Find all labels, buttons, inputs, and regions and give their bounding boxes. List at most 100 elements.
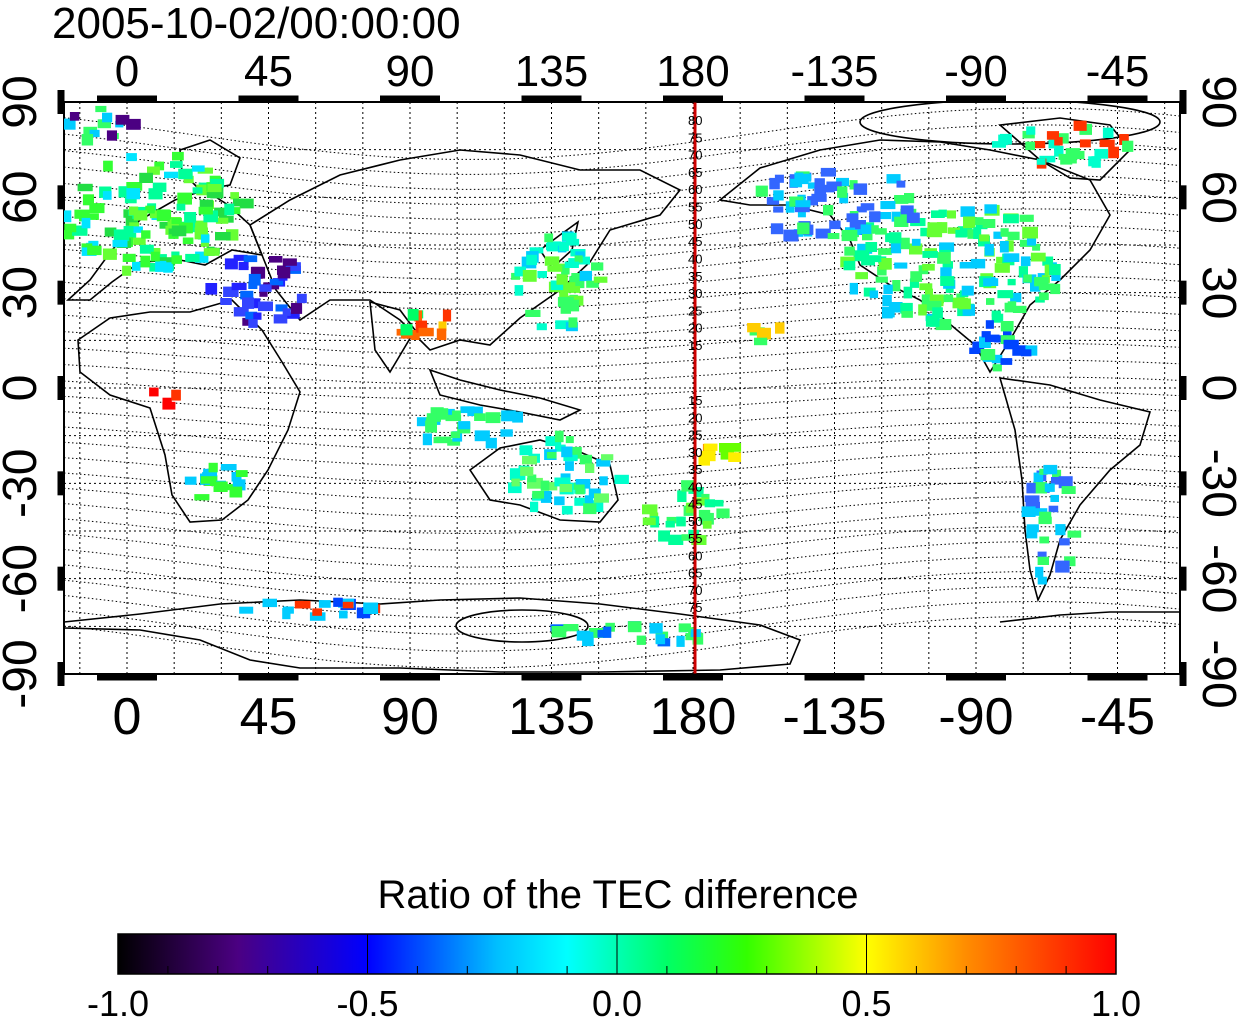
tec-data-cell [214, 207, 227, 217]
tec-data-cell [363, 602, 379, 614]
lon-tick-top: 90 [386, 47, 435, 96]
lon-tick-bottom: -135 [782, 688, 886, 746]
tec-data-cell [636, 635, 646, 645]
tec-data-cell [1026, 236, 1037, 246]
tec-data-cell [1005, 240, 1014, 252]
tec-data-cell [815, 228, 831, 239]
tec-data-cell [569, 276, 585, 289]
tec-data-cell [862, 230, 873, 241]
tec-data-cell [649, 623, 663, 634]
tec-data-cell [588, 488, 601, 499]
tec-data-cell [986, 298, 995, 305]
tec-data-cell [844, 246, 855, 256]
tec-data-cell [445, 414, 462, 422]
tec-data-cell [747, 323, 761, 333]
meridian-label: 65 [688, 566, 702, 581]
tec-data-cell [1043, 464, 1058, 475]
tec-data-cell [69, 112, 80, 121]
contour-line [64, 571, 1180, 619]
tec-data-cell [554, 496, 565, 506]
tec-data-cell [1007, 301, 1017, 311]
tec-data-cell [339, 610, 348, 619]
tec-data-cell [1030, 282, 1041, 292]
tec-data-cell [243, 255, 258, 263]
tec-data-cell [849, 282, 858, 295]
tec-data-cell [773, 206, 784, 213]
tec-data-cell [860, 224, 872, 234]
tec-data-cell [529, 247, 544, 254]
tec-data-cell [1073, 120, 1087, 131]
tec-data-cell [269, 278, 284, 286]
tec-data-cell [901, 311, 913, 318]
lon-tick-bottom: 0 [113, 688, 142, 746]
tec-data-cell [185, 253, 200, 262]
tec-data-cell [797, 222, 810, 235]
tec-data-cell [1003, 253, 1020, 262]
tec-data-cell [171, 389, 181, 401]
tec-data-cell [147, 166, 160, 175]
tec-data-cell [677, 490, 687, 502]
tec-data-cell [961, 285, 974, 296]
lon-tick-bottom: 180 [650, 688, 737, 746]
tec-data-cell [282, 308, 291, 316]
tec-data-cell [126, 118, 141, 130]
tec-data-cell [790, 178, 803, 188]
tec-data-cell [586, 280, 599, 288]
tec-data-cell [1065, 148, 1080, 158]
tec-data-cell [922, 251, 938, 258]
tec-data-cell [985, 334, 1000, 343]
tec-data-cell [970, 258, 986, 269]
tec-data-cell [132, 261, 141, 271]
tec-data-cell [1020, 256, 1031, 267]
tec-data-cell [162, 397, 172, 405]
tec-data-cell [262, 598, 277, 608]
tec-data-cell [182, 237, 194, 245]
tec-data-cell [943, 294, 954, 303]
meridian-label: 15 [688, 338, 702, 353]
tec-data-cell [290, 303, 303, 314]
tec-data-cell [627, 621, 642, 633]
tec-data-cell [1033, 141, 1046, 149]
tec-data-cell [997, 290, 1014, 299]
tec-data-cell [64, 118, 76, 130]
tec-data-cell [774, 174, 784, 183]
tec-data-cell [783, 229, 799, 242]
tec-data-cell [240, 290, 254, 300]
tec-data-cell [1021, 506, 1036, 517]
meridian-label: 25 [688, 428, 702, 443]
tec-data-cell [1007, 278, 1016, 286]
tec-data-cell [1012, 345, 1027, 356]
tec-data-cell [849, 220, 863, 228]
tec-data-cell [769, 177, 780, 190]
tec-data-cell [1000, 335, 1015, 344]
tec-data-cell [230, 192, 239, 200]
tec-data-cell [1003, 328, 1012, 341]
tec-data-cell [878, 248, 892, 255]
tec-data-cell [1044, 483, 1055, 492]
tec-data-cell [485, 437, 497, 449]
tec-data-cell [720, 451, 729, 460]
tec-data-cell [909, 278, 919, 288]
tec-data-cell [880, 201, 896, 210]
tec-data-cell [426, 413, 441, 422]
tec-data-cell [889, 232, 902, 244]
tec-data-cell [253, 312, 262, 320]
tec-data-cell [89, 129, 100, 138]
tec-data-cell [565, 436, 574, 444]
tec-data-cell [139, 172, 153, 183]
tec-data-cell [87, 245, 102, 256]
contour-line [64, 526, 1180, 568]
tec-data-cell [766, 197, 780, 205]
tec-data-cell [574, 497, 588, 506]
tec-data-cell [514, 285, 524, 296]
tec-data-cell [700, 512, 714, 525]
tec-data-cell [425, 420, 437, 433]
tec-data-cell [501, 410, 516, 422]
tec-data-cell [894, 262, 908, 269]
tec-data-cell [537, 271, 547, 278]
tec-data-cell [249, 298, 261, 309]
lon-tick-bottom: -45 [1080, 688, 1155, 746]
tec-data-cell [126, 188, 141, 200]
tec-data-cell [991, 310, 1001, 317]
tec-data-cell [575, 484, 585, 495]
